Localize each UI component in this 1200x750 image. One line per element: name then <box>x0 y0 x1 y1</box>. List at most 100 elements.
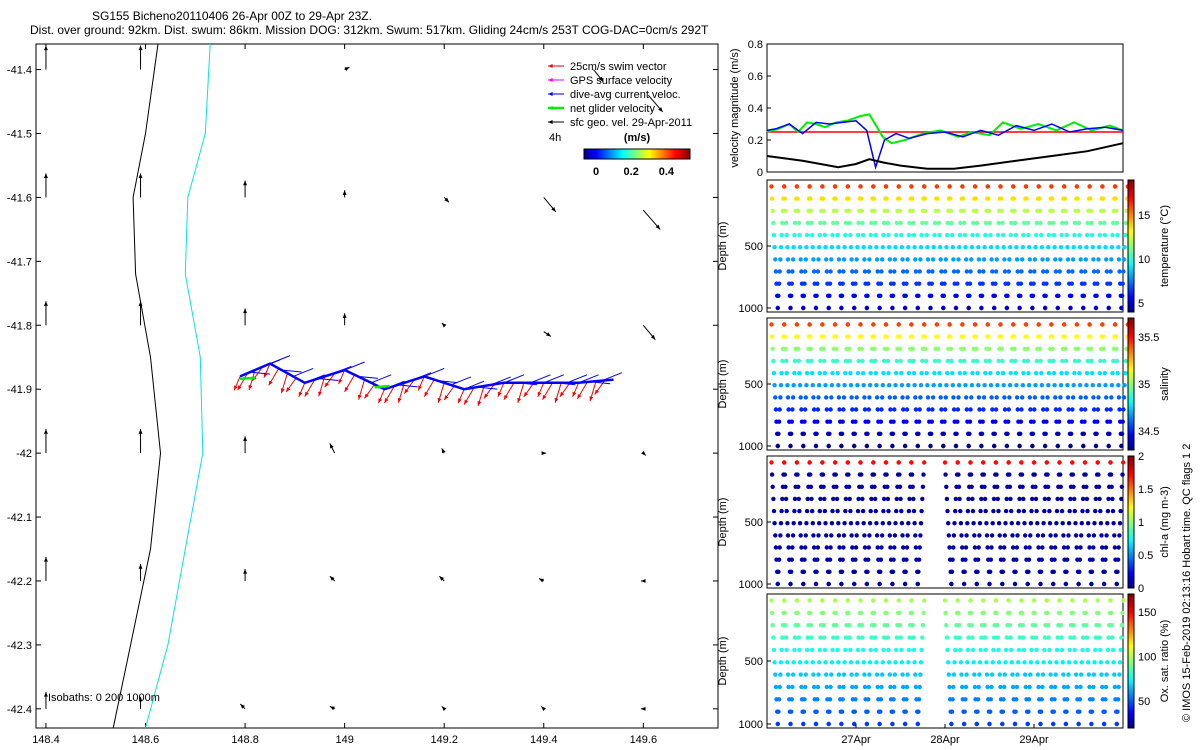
profile-point <box>918 395 923 400</box>
profile-point <box>815 419 820 424</box>
profile-point <box>989 684 994 690</box>
profile-point <box>824 407 829 412</box>
profile-point <box>1070 598 1075 603</box>
colorbar-segment <box>593 149 595 159</box>
profile-point <box>922 322 927 327</box>
profile-point <box>1118 647 1123 653</box>
profile-point <box>782 598 787 603</box>
profile-point <box>776 557 782 562</box>
swim-vector <box>517 382 525 403</box>
profile-point <box>974 208 979 213</box>
profile-point <box>776 697 782 702</box>
profile-point <box>1121 407 1126 412</box>
panel-colorbar-segment <box>1128 717 1134 719</box>
profile-point <box>1071 623 1076 628</box>
swim-vector <box>572 382 580 398</box>
panel-colorbar-tick-label: 50 <box>1138 696 1150 708</box>
profile-point <box>782 610 787 616</box>
map-x-tick-label: 149.6 <box>630 734 658 746</box>
profile-point <box>1096 484 1102 489</box>
profile-point <box>969 395 974 400</box>
profile-point <box>803 533 808 538</box>
profile-point <box>1045 395 1050 400</box>
sfc-geostrophic-vector <box>641 450 647 456</box>
profile-point <box>827 281 833 286</box>
profile-point <box>1110 496 1115 502</box>
profile-point <box>773 545 779 550</box>
profile-point <box>1021 508 1027 514</box>
panel-colorbar-segment <box>1128 639 1134 641</box>
profile-point <box>1026 569 1031 574</box>
profile-point <box>1019 598 1024 603</box>
profile-point <box>916 569 921 574</box>
profile-point <box>897 346 903 351</box>
panel-colorbar-segment <box>1128 632 1134 634</box>
profile-point <box>1008 635 1013 640</box>
panel-colorbar-segment <box>1128 252 1134 254</box>
profile-point <box>912 660 917 665</box>
profile-point <box>1114 358 1120 364</box>
profile-point <box>963 684 969 690</box>
profile-point <box>1035 672 1041 677</box>
profile-point <box>960 684 965 690</box>
profile-point <box>887 521 892 526</box>
profile-point <box>1109 395 1114 400</box>
profile-point <box>852 569 857 574</box>
profile-point <box>1029 647 1034 653</box>
profile-point <box>996 508 1001 514</box>
profile-point <box>855 383 860 388</box>
panel-colorbar-segment <box>1128 549 1134 551</box>
swim-vector <box>537 382 545 398</box>
profile-point <box>977 533 982 538</box>
profile-point <box>995 623 1000 628</box>
profile-point <box>1019 407 1024 412</box>
panel-colorbar-segment <box>1128 701 1134 703</box>
profile-point <box>1063 346 1068 351</box>
panel-colorbar-segment <box>1128 187 1134 189</box>
profile-point <box>955 598 960 603</box>
profile-point <box>932 220 938 226</box>
profile-point <box>840 419 845 424</box>
profile-point <box>1002 672 1007 677</box>
panel-colorbar-segment <box>1128 391 1134 393</box>
profile-point <box>1069 419 1075 424</box>
panel-colorbar-segment <box>1128 412 1134 414</box>
profile-point <box>949 709 955 714</box>
profile-point <box>1033 623 1038 628</box>
profile-point <box>990 660 995 665</box>
panel-colorbar-segment <box>1128 720 1134 722</box>
profile-point <box>1027 684 1032 690</box>
panel-colorbar-segment <box>1128 650 1134 652</box>
profile-point <box>1082 419 1087 424</box>
panel-colorbar-segment <box>1128 285 1134 287</box>
profile-point <box>796 208 801 213</box>
profile-point <box>873 496 878 502</box>
colorbar-segment <box>648 149 650 159</box>
profile-point <box>920 623 926 628</box>
colorbar-segment <box>677 149 679 159</box>
profile-point <box>790 672 796 677</box>
profile-point <box>1006 598 1011 603</box>
profile-point <box>1039 383 1045 388</box>
panel-colorbar-segment <box>1128 600 1134 602</box>
profile-point <box>951 269 957 274</box>
panel-colorbar-segment <box>1128 708 1134 710</box>
profile-point <box>976 545 981 550</box>
profile-point <box>1083 407 1088 412</box>
profile-point <box>834 623 839 628</box>
swim-vector <box>324 372 336 388</box>
profile-point <box>999 346 1004 351</box>
profile-point <box>1026 370 1031 376</box>
profile-point <box>827 709 832 714</box>
panel-colorbar-segment <box>1128 229 1134 231</box>
profile-point <box>945 220 950 226</box>
panel-colorbar-segment <box>1128 368 1134 370</box>
profile-point <box>962 569 967 574</box>
panel-colorbar-tick-label: 150 <box>1138 607 1156 619</box>
panel-colorbar-segment <box>1128 629 1134 631</box>
panel-colorbar-segment <box>1128 529 1134 531</box>
profile-point <box>983 370 988 376</box>
panel-colorbar-segment <box>1128 284 1134 286</box>
profile-point <box>1026 232 1031 238</box>
profile-point <box>864 721 870 727</box>
